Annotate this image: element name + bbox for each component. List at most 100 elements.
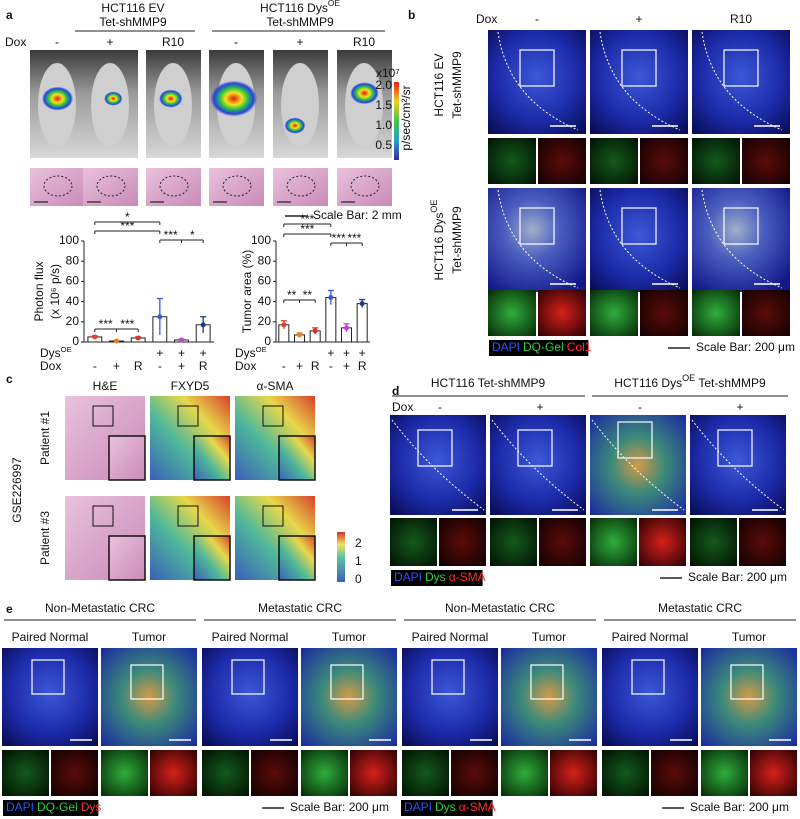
label-part: Tet-shMMP9 [695, 376, 766, 390]
mouse-body [345, 63, 383, 147]
green-channel [2, 750, 49, 796]
red-channel [639, 518, 686, 566]
row-label: Patient #1 [38, 411, 52, 465]
row-label: HCT116 EV [432, 53, 446, 116]
label-part: OE [682, 373, 695, 383]
legend-entry: α-SMA [449, 570, 486, 584]
significance-label: *** [347, 231, 361, 245]
panel-label: d [392, 384, 399, 398]
luminescence [104, 91, 123, 106]
tumor-outline [286, 175, 316, 197]
legend: DAPI Dys α-SMA [404, 800, 496, 814]
red-channel [550, 750, 597, 796]
row-label: Patient #3 [38, 511, 52, 565]
histology-image [337, 168, 392, 206]
luminescence [210, 80, 258, 117]
green-channel [692, 138, 740, 184]
y-tick-label: 60 [66, 274, 80, 288]
tumor-outline [159, 175, 189, 197]
condition-label: + [635, 12, 642, 26]
group-header: Tet-shMMP9 [266, 15, 334, 29]
fluorescence-image [692, 30, 790, 134]
red-channel [439, 518, 486, 566]
condition-label: + [343, 346, 350, 360]
luminescence [350, 82, 379, 105]
condition-label: - [282, 359, 286, 373]
roi-box [417, 429, 453, 467]
condition-label: + [296, 35, 303, 49]
label: 1.5 [375, 98, 392, 112]
histology-image [30, 168, 85, 206]
label: 0 [355, 572, 362, 586]
fluorescence-image [2, 648, 98, 746]
y-tick-label: 100 [59, 233, 79, 247]
label-part: OE [429, 200, 439, 213]
label: Dox [476, 12, 497, 26]
condition-label: - [329, 359, 333, 373]
legend-entry: Dys [81, 800, 102, 814]
condition-label: + [106, 35, 113, 49]
red-channel [739, 518, 786, 566]
roi-box [177, 405, 199, 427]
column-header: Tumor [732, 630, 766, 644]
label: Scale Bar: 2 mm [313, 208, 402, 222]
condition-label: + [327, 346, 334, 360]
roi-box [330, 664, 364, 700]
green-channel [692, 290, 740, 336]
legend-entry: α-SMA [459, 800, 496, 814]
condition-label: R [358, 359, 367, 373]
green-channel [690, 518, 737, 566]
histology-image [146, 168, 201, 206]
mean-point [92, 334, 98, 340]
label-part: OE [61, 345, 72, 354]
legend-entry: DAPI [6, 800, 34, 814]
label-part: HCT116 Dys [614, 376, 682, 390]
panel-label: b [408, 8, 415, 22]
legend-bg [489, 340, 589, 356]
tumor-border [497, 31, 579, 131]
legend-entry: DAPI [492, 340, 520, 354]
roi-box [730, 664, 764, 700]
green-channel [590, 518, 637, 566]
fluorescence-image [402, 648, 498, 746]
significance-label: *** [164, 228, 178, 242]
label: 0.5 [375, 138, 392, 152]
y-tick-label: 60 [258, 274, 272, 288]
condition-label: + [296, 359, 303, 373]
mouse-body [281, 63, 319, 147]
tumor-border [497, 189, 579, 289]
group-header: HCT116 EV [101, 1, 164, 15]
tumor-border [701, 31, 783, 131]
histology-image [83, 168, 138, 206]
bar [356, 303, 368, 343]
y-tick-label: 20 [66, 314, 80, 328]
legend: DAPI DQ-Gel Col1 [492, 340, 592, 354]
mean-point [312, 328, 318, 334]
fluorescence-image [202, 648, 298, 746]
roi-box [262, 405, 284, 427]
significance-label: *** [300, 222, 314, 236]
legend-entry: DAPI [404, 800, 432, 814]
inset [193, 435, 231, 481]
label-part: OE [328, 0, 341, 8]
column-header: Paired Normal [412, 630, 489, 644]
legend-entry: DAPI [394, 570, 422, 584]
legend-bg [3, 800, 99, 816]
significance-label: *** [300, 212, 314, 226]
label: Dox [392, 400, 413, 414]
label: Scale Bar: 200 μm [688, 570, 787, 584]
inset [108, 535, 146, 581]
fluorescence-image [602, 648, 698, 746]
roi-box [631, 659, 665, 695]
label: 1 [355, 554, 362, 568]
legend: DAPI DQ-Gel Dys [6, 800, 101, 814]
group-header: HCT116 DysOE [260, 0, 340, 15]
red-channel [742, 138, 790, 184]
label: 2 [355, 536, 362, 550]
y-axis-label: Tumor area (%) [240, 250, 254, 334]
histology-image [209, 168, 264, 206]
luminescence [159, 89, 183, 108]
green-channel [590, 290, 638, 336]
significance-label: * [190, 228, 195, 242]
significance-label: *** [120, 317, 134, 331]
